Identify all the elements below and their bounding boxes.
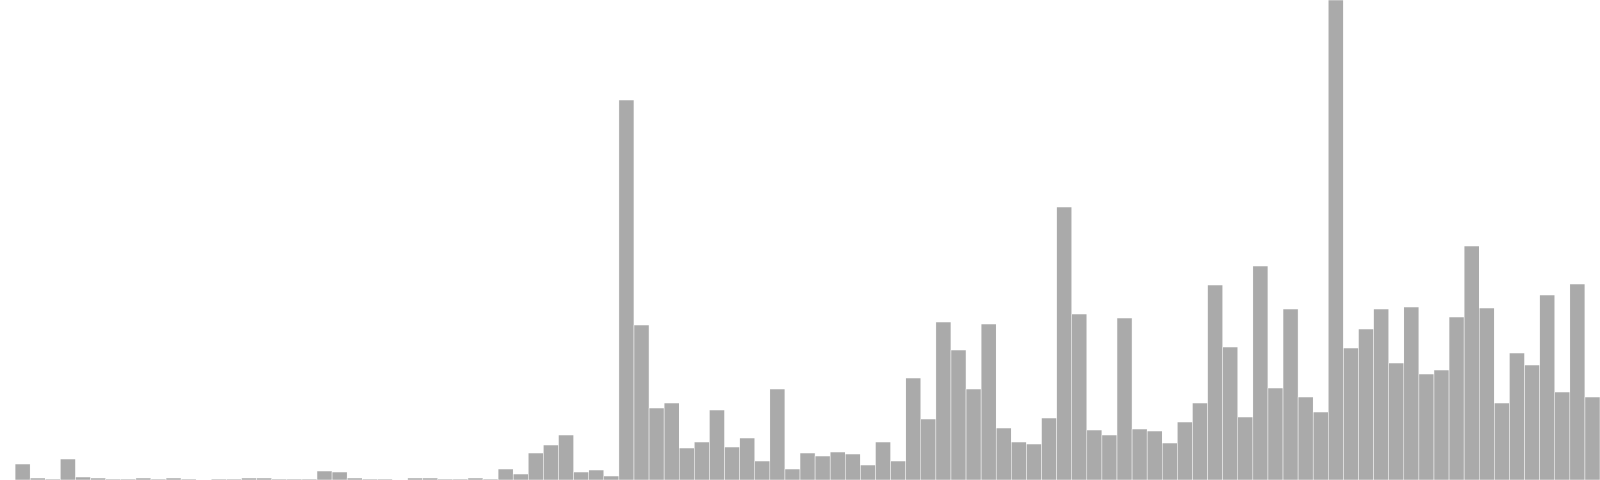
bar-103 <box>1554 391 1571 480</box>
bar-45 <box>679 447 695 480</box>
bar-67 <box>1011 441 1027 480</box>
bar-104 <box>1569 283 1586 480</box>
bar-89 <box>1343 347 1359 480</box>
bar-85 <box>1282 308 1299 480</box>
bar-93 <box>1403 306 1420 480</box>
bar-69 <box>1041 417 1057 480</box>
bar-59 <box>890 460 906 480</box>
bar-72 <box>1086 429 1103 480</box>
bar-78 <box>1177 421 1193 480</box>
bar-75 <box>1131 428 1148 480</box>
bar-48 <box>724 446 740 480</box>
bar-101 <box>1524 364 1540 480</box>
bar-55 <box>829 451 846 480</box>
bar-88 <box>1328 0 1344 480</box>
bar-21 <box>316 470 333 480</box>
bar-95 <box>1433 369 1450 480</box>
bar-43 <box>648 407 665 480</box>
bar-53 <box>799 452 816 480</box>
bar-50 <box>754 460 771 480</box>
bar-41 <box>618 99 635 480</box>
bar-38 <box>573 471 589 480</box>
bar-96 <box>1448 316 1465 480</box>
bar-77 <box>1162 442 1178 480</box>
bar-51 <box>769 388 786 480</box>
bar-22 <box>331 471 348 480</box>
bar-35 <box>528 452 544 480</box>
bar-91 <box>1373 308 1389 480</box>
bar-37 <box>558 434 574 480</box>
bar-87 <box>1312 411 1329 480</box>
bar-68 <box>1026 443 1042 480</box>
bar-76 <box>1146 430 1163 480</box>
bar-82 <box>1237 416 1254 480</box>
bar-44 <box>663 402 680 480</box>
bar-97 <box>1463 245 1480 480</box>
bar-1 <box>14 463 31 480</box>
bar-series <box>14 0 1600 480</box>
bar-65 <box>980 323 997 480</box>
bar-60 <box>905 377 921 480</box>
bar-33 <box>497 468 514 480</box>
bar-80 <box>1207 284 1223 480</box>
bar-105 <box>1584 396 1600 480</box>
bar-40 <box>603 475 620 480</box>
bar-36 <box>543 444 559 480</box>
bar-56 <box>845 453 861 480</box>
bar-54 <box>814 455 831 480</box>
bar-52 <box>784 468 801 480</box>
bar-57 <box>860 464 876 480</box>
bar-63 <box>950 349 967 480</box>
bar-74 <box>1116 317 1133 480</box>
bar-42 <box>633 324 650 480</box>
bar-102 <box>1539 294 1555 480</box>
bar-46 <box>694 441 710 480</box>
bar-39 <box>588 469 605 480</box>
bar-61 <box>920 418 937 480</box>
bar-73 <box>1101 434 1118 480</box>
bar-83 <box>1252 265 1269 480</box>
bar-79 <box>1192 402 1208 480</box>
bar-92 <box>1388 362 1405 480</box>
bar-70 <box>1056 206 1072 480</box>
bar-66 <box>995 427 1012 480</box>
bar-94 <box>1418 373 1435 480</box>
bar-4 <box>60 458 76 480</box>
bar-99 <box>1494 402 1510 480</box>
bar-34 <box>512 473 529 480</box>
bar-86 <box>1297 396 1314 480</box>
bar-84 <box>1267 387 1284 480</box>
bar-81 <box>1222 346 1238 480</box>
bar-71 <box>1071 313 1088 480</box>
bar-64 <box>965 388 982 480</box>
bar-58 <box>875 441 891 480</box>
bar-62 <box>935 321 952 480</box>
bar-100 <box>1509 352 1525 480</box>
bar-98 <box>1479 307 1495 480</box>
bar-49 <box>739 437 755 480</box>
bar-47 <box>709 409 725 480</box>
bar-90 <box>1358 328 1374 480</box>
